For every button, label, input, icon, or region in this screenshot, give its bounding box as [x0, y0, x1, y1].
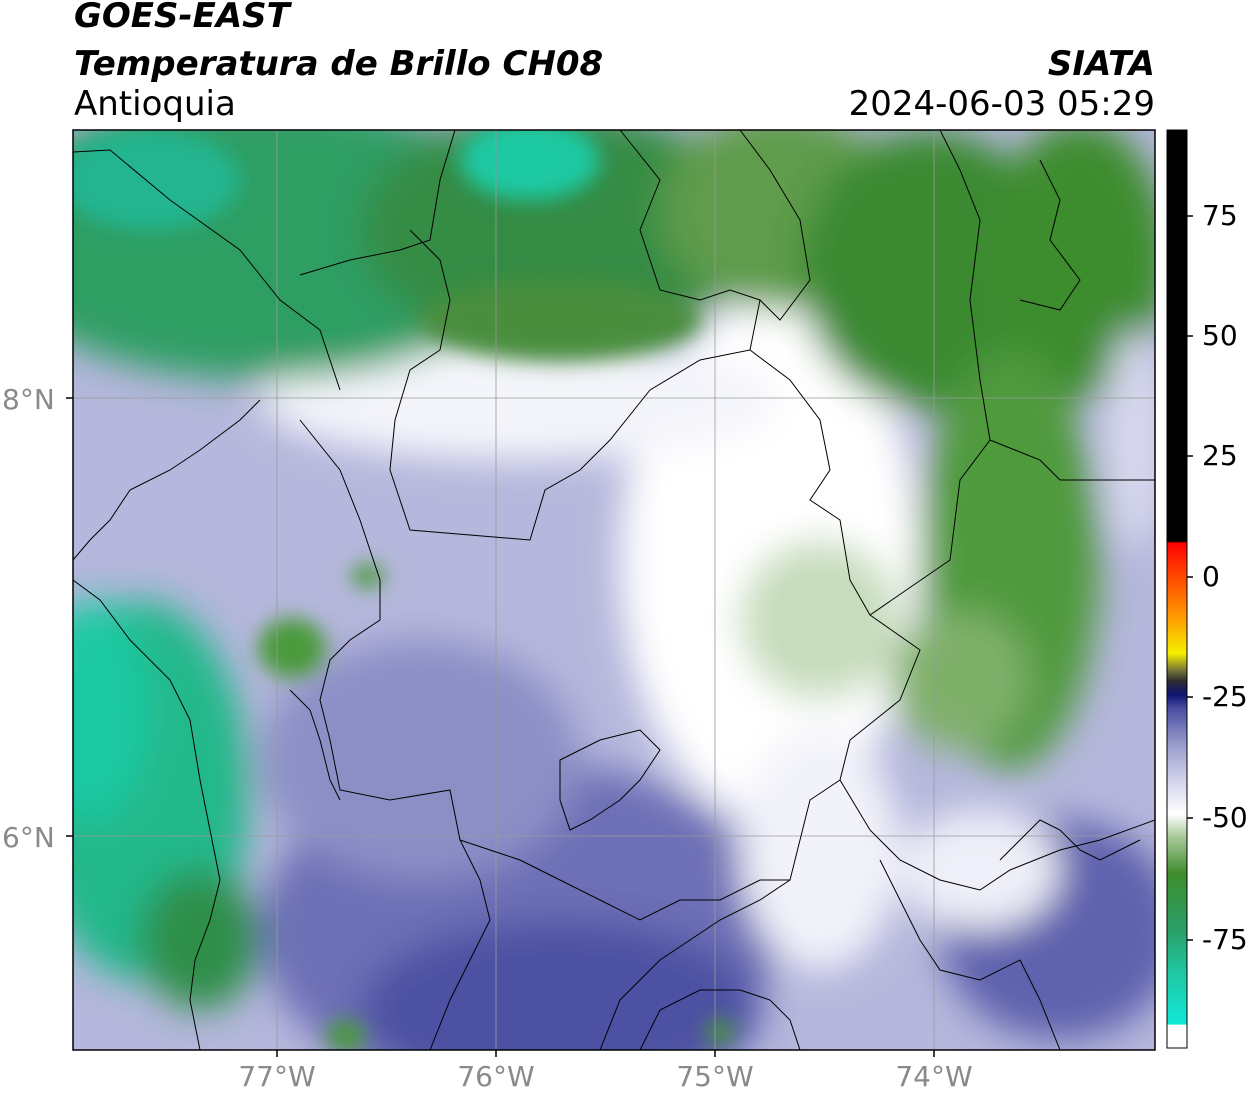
colorbar — [1166, 129, 1188, 1049]
product-title: Temperatura de Brillo CH08 — [74, 44, 604, 84]
lon-label-75w: 75°W — [676, 1060, 754, 1093]
colorbar-label-neg75: -75 — [1202, 923, 1248, 956]
boundaries — [73, 130, 1155, 1050]
lat-label-8n: 8°N — [2, 383, 55, 416]
lon-label-74w: 74°W — [895, 1060, 973, 1093]
satellite-title: GOES-EAST — [74, 0, 290, 36]
axis-ticks — [66, 397, 935, 1057]
colorbar-label-neg50: -50 — [1202, 801, 1248, 834]
gridlines — [73, 130, 1155, 1050]
region-label: Antioquia — [74, 84, 236, 124]
plot-frame — [72, 129, 1156, 1051]
colorbar-label-neg25: -25 — [1202, 680, 1248, 713]
colorbar-label-25: 25 — [1202, 439, 1238, 472]
colorbar-label-50: 50 — [1202, 319, 1238, 352]
colorbar-label-0: 0 — [1202, 560, 1220, 593]
datetime-label: 2024-06-03 05:29 — [848, 84, 1155, 124]
lat-label-6n: 6°N — [2, 821, 55, 854]
temperature-field — [73, 130, 1155, 1050]
colorbar-label-75: 75 — [1202, 199, 1238, 232]
organization-label: SIATA — [1047, 44, 1155, 84]
colorbar-ticks — [1187, 215, 1193, 941]
lon-label-76w: 76°W — [457, 1060, 535, 1093]
lon-label-77w: 77°W — [238, 1060, 316, 1093]
